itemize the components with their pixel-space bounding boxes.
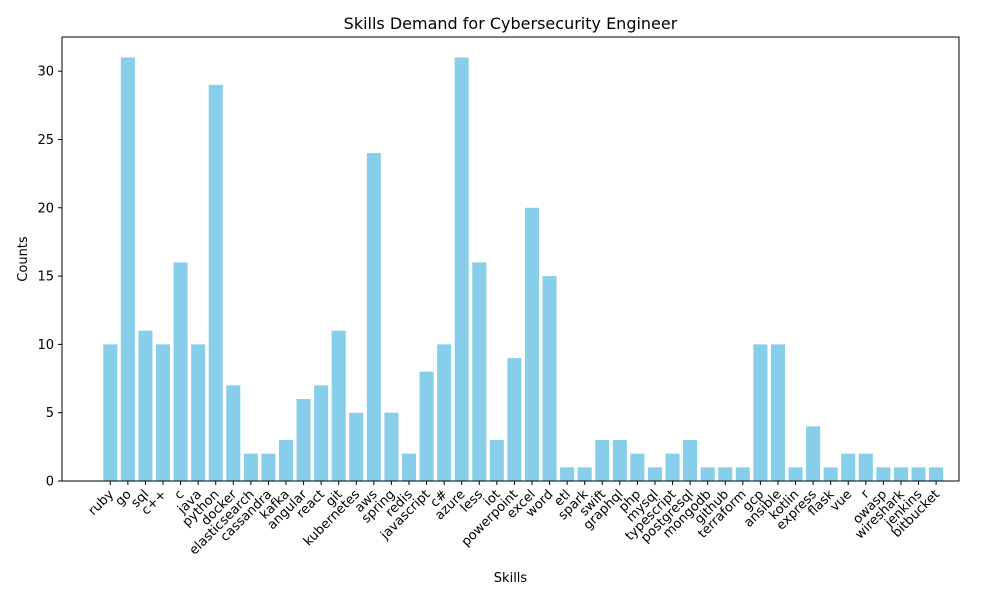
bar-github xyxy=(718,467,733,481)
y-tick-label: 25 xyxy=(37,133,54,148)
bar-azure xyxy=(454,57,469,482)
bar-postgresql xyxy=(683,440,698,481)
bar-aws xyxy=(366,153,381,481)
bar-python xyxy=(208,84,223,481)
bar-word xyxy=(542,276,557,481)
bar-cassandra xyxy=(261,453,276,481)
bar-ruby xyxy=(103,344,118,481)
bars-group xyxy=(103,57,944,482)
bar-etl xyxy=(560,467,575,481)
bar-kubernetes xyxy=(349,412,364,481)
y-tick-label: 10 xyxy=(37,338,54,353)
bar-git xyxy=(331,330,346,481)
bar-gcp xyxy=(753,344,768,481)
bar-vue xyxy=(841,453,856,481)
plot-frame xyxy=(61,36,960,482)
bar-angular xyxy=(296,399,311,481)
bar-swift xyxy=(595,440,610,481)
bar-c++ xyxy=(155,344,171,481)
bar-docker xyxy=(226,385,241,481)
y-tick-label: 5 xyxy=(46,406,54,421)
y-axis: 0 5 10 15 20 25 30 xyxy=(37,65,62,490)
bar-graphql xyxy=(612,440,627,481)
y-tick-label: 20 xyxy=(37,201,54,216)
bar-kotlin xyxy=(788,467,803,481)
y-tick-label: 15 xyxy=(37,270,54,285)
chart-title: Skills Demand for Cybersecurity Engineer xyxy=(344,14,678,33)
y-tick-label: 0 xyxy=(46,475,54,490)
bar-wireshark xyxy=(893,467,908,481)
bar-javascript xyxy=(419,371,434,481)
bar-mysql xyxy=(647,467,662,481)
bar-spark xyxy=(577,467,592,481)
bar-php xyxy=(630,453,645,481)
bar-kafka xyxy=(278,440,294,481)
bar-r xyxy=(858,453,873,481)
bar-express xyxy=(806,426,821,481)
bar-iot xyxy=(489,440,504,481)
bar-redis xyxy=(401,453,417,481)
y-axis-label: Counts xyxy=(16,236,31,282)
bar-typescript xyxy=(665,453,680,481)
bar-powerpoint xyxy=(507,358,522,481)
bar-java xyxy=(191,344,206,481)
bar-owasp xyxy=(876,467,891,481)
bar-jenkins xyxy=(911,467,926,481)
bar-sql xyxy=(138,330,153,481)
bar-react xyxy=(314,385,329,481)
bar-excel xyxy=(524,207,540,481)
bar-c xyxy=(173,262,188,481)
bar-less xyxy=(472,262,487,481)
bar-bitbucket xyxy=(929,467,944,481)
bar-flask xyxy=(823,467,838,481)
bar-elasticsearch xyxy=(243,453,258,481)
bar-go xyxy=(120,57,135,482)
bar-terraform xyxy=(735,467,750,481)
bar-spring xyxy=(384,412,399,481)
bar-ansible xyxy=(770,344,785,481)
y-tick-label: 30 xyxy=(37,65,54,80)
bar-mongodb xyxy=(700,467,715,481)
bar-c# xyxy=(437,344,452,481)
x-axis-label: Skills xyxy=(494,571,528,586)
